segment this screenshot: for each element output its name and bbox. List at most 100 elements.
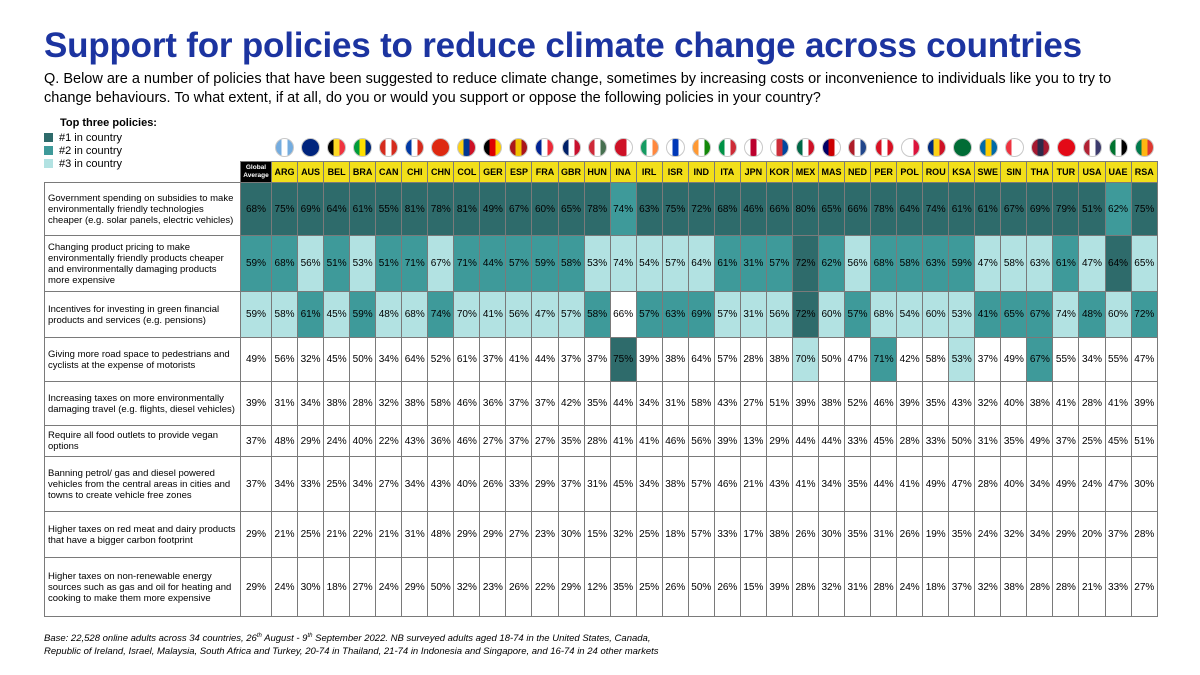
value-cell-tha: 67%	[1026, 291, 1054, 338]
value-cell-isr: 31%	[661, 381, 689, 426]
country-code-chi: CHI	[401, 161, 429, 183]
value-cell-jpn: 27%	[739, 381, 767, 426]
value-cell-tur: 74%	[1052, 291, 1080, 338]
value-cell-can: 24%	[375, 557, 403, 617]
value-cell-ksa: 47%	[948, 456, 976, 512]
value-cell-mas: 32%	[817, 557, 846, 617]
value-cell-ksa: 61%	[948, 182, 976, 236]
value-cell-swe: 24%	[974, 511, 1002, 558]
value-cell-ita: 57%	[713, 337, 741, 382]
flag-cell-mas	[819, 134, 845, 161]
value-cell-sin: 49%	[1000, 337, 1028, 382]
country-code-ind: IND	[687, 161, 715, 183]
value-cell-per: 45%	[870, 425, 898, 457]
value-cell-fra: 23%	[531, 511, 559, 558]
country-code-ned: NED	[844, 161, 872, 183]
flag-cell-gbr	[558, 134, 584, 161]
value-cell-rsa: 72%	[1130, 291, 1159, 338]
flag-cell-bel	[323, 134, 349, 161]
value-cell-tur: 29%	[1052, 511, 1080, 558]
value-cell-swe: 47%	[974, 235, 1002, 292]
value-cell-kor: 38%	[765, 511, 793, 558]
value-cell-chn: 50%	[427, 557, 455, 617]
value-cell-mex: 41%	[791, 456, 819, 512]
value-cell-tur: 37%	[1052, 425, 1080, 457]
value-cell-mas: 50%	[817, 337, 846, 382]
flag-cell-tha	[1028, 134, 1054, 161]
country-code-fra: FRA	[531, 161, 559, 183]
value-cell-ind: 69%	[687, 291, 715, 338]
country-code-uae: UAE	[1104, 161, 1132, 183]
value-cell-aus: 61%	[297, 291, 325, 338]
policy-label: Giving more road space to pedestrians an…	[44, 337, 241, 382]
value-cell-chn: 74%	[427, 291, 455, 338]
value-cell-tha: 34%	[1026, 456, 1054, 512]
country-code-chn: CHN	[427, 161, 455, 183]
value-cell-bra: 61%	[349, 182, 377, 236]
value-cell-bra: 22%	[349, 511, 377, 558]
value-cell-jpn: 31%	[739, 235, 767, 292]
value-cell-jpn: 21%	[739, 456, 767, 512]
value-cell-ned: 47%	[844, 337, 872, 382]
value-cell-ina: 74%	[609, 235, 637, 292]
table-row: Require all food outlets to provide vega…	[44, 425, 1159, 457]
value-cell-mas: 62%	[817, 235, 846, 292]
value-cell-chi: 29%	[401, 557, 429, 617]
value-cell-ned: 35%	[844, 511, 872, 558]
value-cell-pol: 26%	[896, 511, 924, 558]
value-cell-aus: 56%	[297, 235, 325, 292]
flag-cell-per	[871, 134, 897, 161]
value-cell-kor: 29%	[765, 425, 793, 457]
value-cell-jpn: 15%	[739, 557, 767, 617]
value-cell-tha: 49%	[1026, 425, 1054, 457]
flag-cell-jpn	[741, 134, 767, 161]
table-row: Giving more road space to pedestrians an…	[44, 337, 1159, 382]
value-cell-col: 81%	[453, 182, 481, 236]
flag-cell-irl	[636, 134, 662, 161]
policy-label: Changing product pricing to make environ…	[44, 235, 241, 292]
israel-flag-icon	[665, 138, 685, 157]
value-cell-ned: 31%	[844, 557, 872, 617]
global-average-cell: 29%	[240, 557, 272, 617]
value-cell-bel: 25%	[323, 456, 351, 512]
value-cell-isr: 57%	[661, 235, 689, 292]
country-code-col: COL	[453, 161, 481, 183]
value-cell-uae: 47%	[1104, 456, 1132, 512]
value-cell-ger: 49%	[479, 182, 507, 236]
value-cell-ind: 72%	[687, 182, 715, 236]
value-cell-per: 31%	[870, 511, 898, 558]
country-code-esp: ESP	[505, 161, 533, 183]
flag-cell-bra	[349, 134, 375, 161]
value-cell-arg: 34%	[270, 456, 299, 512]
legend-label-rank2: #2 in country	[59, 144, 122, 157]
value-cell-ina: 35%	[609, 557, 637, 617]
value-cell-ksa: 59%	[948, 235, 976, 292]
value-cell-ned: 52%	[844, 381, 872, 426]
table-row: Higher taxes on non-renewable energy sou…	[44, 557, 1159, 617]
value-cell-mas: 30%	[817, 511, 846, 558]
value-cell-col: 61%	[453, 337, 481, 382]
value-cell-ita: 26%	[713, 557, 741, 617]
value-cell-bra: 50%	[349, 337, 377, 382]
value-cell-hun: 35%	[583, 381, 611, 426]
legend-item-rank1: #1 in country	[44, 131, 122, 144]
country-code-aus: AUS	[297, 161, 325, 183]
value-cell-swe: 61%	[974, 182, 1002, 236]
value-cell-jpn: 31%	[739, 291, 767, 338]
value-cell-gbr: 65%	[557, 182, 585, 236]
country-code-tur: TUR	[1052, 161, 1080, 183]
value-cell-kor: 56%	[765, 291, 793, 338]
country-code-rsa: RSA	[1130, 161, 1159, 183]
value-cell-ind: 56%	[687, 425, 715, 457]
value-cell-ger: 29%	[479, 511, 507, 558]
legend-item-rank2: #2 in country	[44, 144, 122, 157]
value-cell-rou: 35%	[922, 381, 950, 426]
value-cell-chi: 81%	[401, 182, 429, 236]
flag-cell-aus	[297, 134, 323, 161]
value-cell-rou: 19%	[922, 511, 950, 558]
value-cell-isr: 18%	[661, 511, 689, 558]
value-cell-gbr: 58%	[557, 235, 585, 292]
value-cell-sin: 67%	[1000, 182, 1028, 236]
value-cell-ina: 66%	[609, 291, 637, 338]
value-cell-aus: 69%	[297, 182, 325, 236]
